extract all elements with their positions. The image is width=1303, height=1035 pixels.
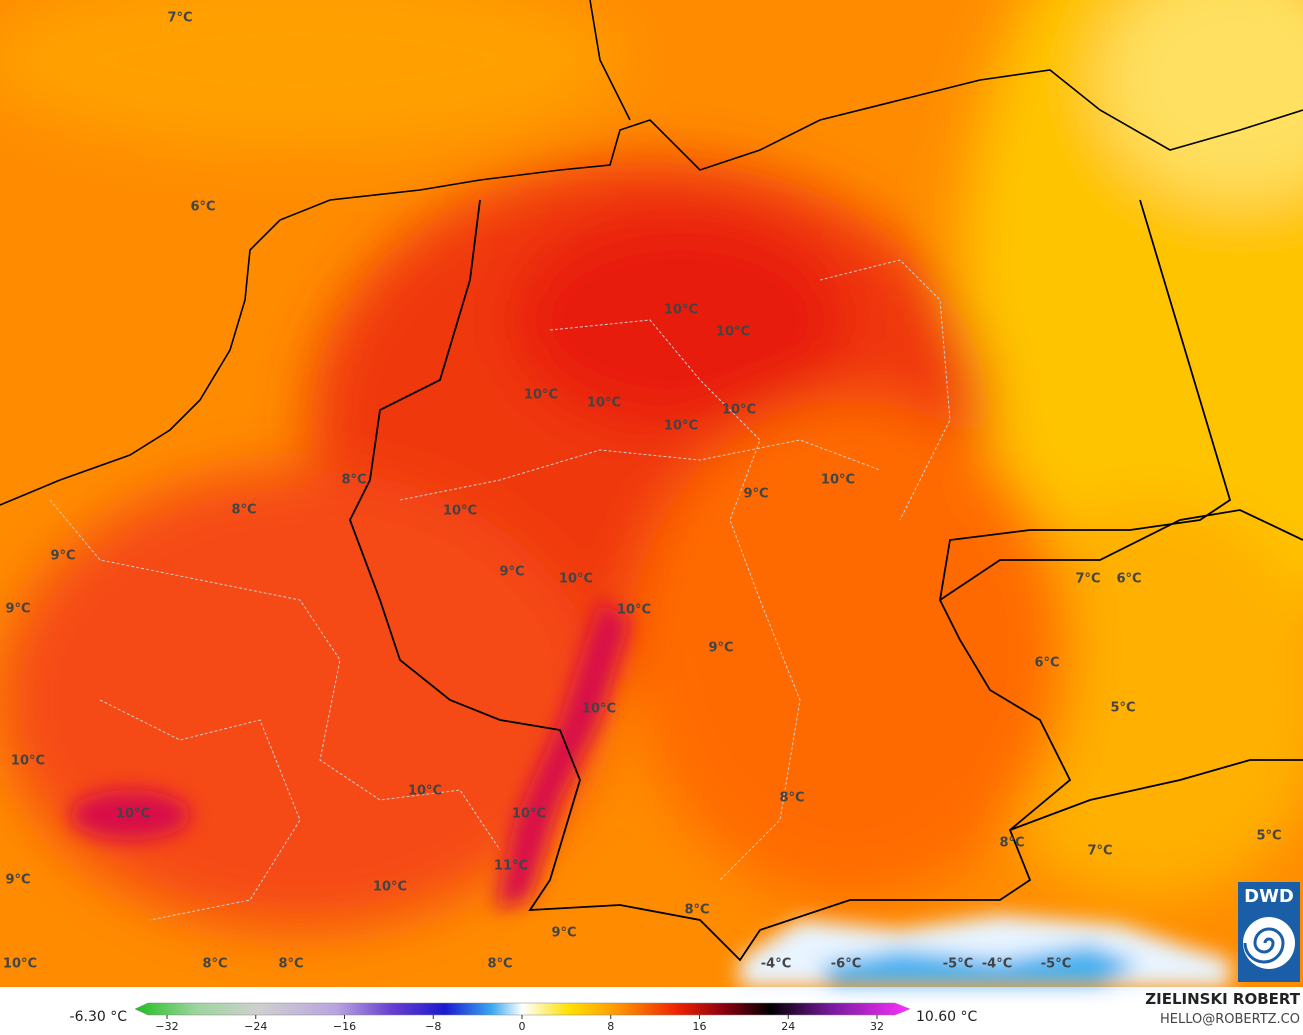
temperature-label: 10°C (443, 504, 477, 519)
temperature-label: 7°C (167, 11, 192, 26)
logo-swirl (1243, 927, 1285, 964)
temperature-label: 11°C (494, 859, 528, 874)
colorbar-bar (134, 1002, 911, 1016)
credit-contact: HELLO@ROBERTZ.CO (1160, 1012, 1300, 1027)
temperature-label: 8°C (999, 836, 1024, 851)
temperature-label: 10°C (582, 702, 616, 717)
map-background (0, 0, 1303, 987)
temperature-label: 8°C (278, 957, 303, 972)
temperature-label: 8°C (779, 791, 804, 806)
temperature-label: 6°C (1034, 656, 1059, 671)
temperature-label: 10°C (664, 419, 698, 434)
colorbar-tick-label: −32 (155, 1020, 178, 1033)
logo-text: DWD (1244, 886, 1294, 907)
temperature-label: 6°C (190, 200, 215, 215)
temperature-label: 10°C (821, 473, 855, 488)
temperature-label: 10°C (524, 388, 558, 403)
temperature-label: 9°C (743, 487, 768, 502)
temperature-label: 6°C (1116, 572, 1141, 587)
temperature-label: 10°C (512, 807, 546, 822)
temperature-label: 9°C (708, 641, 733, 656)
colorbar-tick-label: 0 (519, 1020, 526, 1033)
colorbar: -6.30 °C −32 −24 −16 −8 0 8 16 24 32 10.60 °C (70, 1002, 978, 1033)
colorbar-min: -6.30 °C (70, 1009, 128, 1025)
temperature-label: 10°C (11, 754, 45, 769)
colorbar-tick-label: −24 (244, 1020, 267, 1033)
temperature-label: 10°C (373, 880, 407, 895)
temperature-label: 9°C (499, 565, 524, 580)
temperature-label: 5°C (1110, 701, 1135, 716)
temperature-label: 10°C (664, 303, 698, 318)
temperature-label: 7°C (1075, 572, 1100, 587)
temperature-label: 5°C (1256, 829, 1281, 844)
temperature-label: 10°C (408, 784, 442, 799)
temperature-label: 7°C (1087, 844, 1112, 859)
temperature-label: -6°C (831, 957, 861, 972)
credit-name: ZIELINSKI ROBERT (1145, 990, 1300, 1008)
dwd-logo: DWD (1238, 882, 1300, 982)
temperature-label: 8°C (684, 903, 709, 918)
colorbar-tick-label: −16 (333, 1020, 356, 1033)
temperature-label: -4°C (761, 957, 791, 972)
temperature-label: 9°C (5, 602, 30, 617)
colorbar-tick-label: 32 (870, 1020, 884, 1033)
temperature-label: 8°C (341, 473, 366, 488)
temperature-label: 10°C (722, 403, 756, 418)
coastline (0, 0, 1303, 506)
temperature-label: 10°C (716, 325, 750, 340)
temperature-label: -5°C (943, 957, 973, 972)
temperature-label: 9°C (5, 873, 30, 888)
region-borders (49, 259, 951, 921)
temperature-label: 9°C (50, 549, 75, 564)
temperature-label: 10°C (3, 957, 37, 972)
temperature-label: 10°C (617, 603, 651, 618)
colorbar-tick-label: 24 (781, 1020, 795, 1033)
temperature-label: 10°C (559, 572, 593, 587)
borders (349, 199, 1303, 962)
temperature-labels: 7°C 6°C 10°C 10°C 10°C 10°C 10°C 10°C 8°C 10°C 9°C… (3, 11, 1282, 972)
temperature-label: 8°C (487, 957, 512, 972)
temperature-label: 8°C (231, 503, 256, 518)
colorbar-max: 10.60 °C (916, 1009, 978, 1025)
temperature-label: 10°C (116, 807, 150, 822)
colorbar-tick-label: 8 (607, 1020, 614, 1033)
colorbar-tick-label: −8 (425, 1020, 441, 1033)
colorbar-tick-label: 16 (693, 1020, 707, 1033)
temperature-label: 10°C (587, 396, 621, 411)
logo-circle (1243, 917, 1295, 969)
temperature-label: 8°C (202, 957, 227, 972)
temperature-label: -4°C (982, 957, 1012, 972)
temperature-label: -5°C (1041, 957, 1071, 972)
temperature-label: 9°C (551, 926, 576, 941)
